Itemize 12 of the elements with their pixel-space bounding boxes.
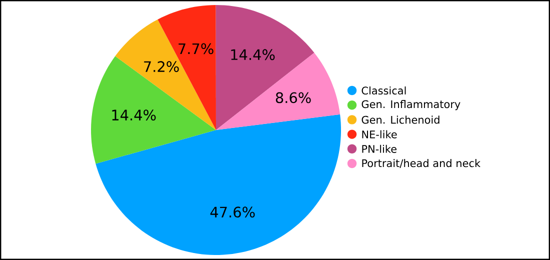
data-label: 14.4%: [112, 110, 156, 121]
legend-label: PN-like: [362, 144, 396, 153]
legend-label: Gen. Inflammatory: [362, 100, 460, 110]
data-label: 14.4%: [231, 49, 275, 60]
legend-label: NE-like: [362, 130, 397, 138]
legend-label: Gen. Lichenoid: [362, 116, 440, 124]
data-label: 7.7%: [178, 43, 214, 54]
data-label: 8.6%: [276, 92, 311, 104]
data-label: 7.2%: [144, 61, 179, 72]
data-label: 47.6%: [210, 206, 255, 218]
legend-label: Classical: [362, 86, 406, 95]
legend-label: Portrait/head and neck: [362, 159, 480, 168]
